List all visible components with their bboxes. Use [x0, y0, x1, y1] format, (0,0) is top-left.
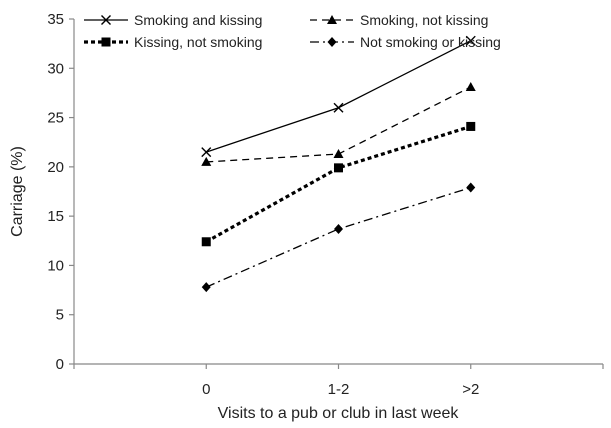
legend-label: Smoking, not kissing [360, 12, 488, 28]
legend-item: Kissing, not smoking [84, 34, 262, 50]
legend-item: Smoking and kissing [84, 12, 262, 28]
legend-marker [101, 37, 111, 47]
y-axis-title: Carriage (%) [9, 146, 26, 237]
data-point [201, 282, 211, 293]
x-axis-title: Visits to a pub or club in last week [218, 405, 460, 422]
x-tick-label: >2 [462, 381, 479, 398]
data-point [465, 35, 476, 46]
legend: Smoking and kissing Smoking, not kissing K… [84, 12, 501, 50]
legend-marker [327, 37, 337, 47]
data-point [466, 121, 476, 131]
y-ticks: 0 5 10 15 20 25 30 35 [47, 11, 74, 373]
data-point [333, 149, 344, 159]
y-tick-label: 10 [47, 257, 64, 274]
plot-area: 0 5 10 15 20 25 30 35 0 1-2 >2 [47, 11, 604, 398]
series-3 [201, 121, 476, 247]
y-tick-label: 25 [47, 110, 64, 127]
x-ticks: 0 1-2 >2 [73, 364, 604, 398]
legend-label: Not smoking or kissing [360, 34, 501, 50]
legend-label: Smoking and kissing [134, 12, 262, 28]
x-tick-label: 0 [202, 381, 210, 398]
legend-label: Kissing, not smoking [134, 34, 262, 50]
series-2 [201, 82, 476, 166]
y-tick-label: 35 [47, 11, 64, 28]
data-point [333, 102, 344, 113]
series-4 [201, 182, 476, 293]
data-point [465, 82, 476, 92]
data-point [334, 163, 343, 173]
y-tick-label: 30 [47, 60, 64, 77]
y-tick-label: 15 [47, 208, 64, 225]
data-point [201, 237, 211, 247]
legend-marker [101, 15, 111, 25]
y-tick-label: 5 [56, 307, 64, 324]
legend-marker [327, 15, 337, 24]
data-point [334, 223, 343, 234]
series-line [205, 186, 471, 288]
series-1 [201, 35, 476, 158]
series-line [205, 124, 472, 244]
y-tick-label: 20 [47, 159, 64, 176]
data-point [201, 156, 212, 166]
series-line [206, 40, 472, 153]
legend-item: Smoking, not kissing [310, 12, 488, 28]
x-tick-label: 1-2 [328, 381, 350, 398]
y-tick-label: 0 [56, 356, 64, 373]
data-point [201, 147, 212, 158]
data-point [466, 182, 476, 193]
series-layer [201, 35, 476, 293]
legend-item: Not smoking or kissing [310, 34, 501, 50]
